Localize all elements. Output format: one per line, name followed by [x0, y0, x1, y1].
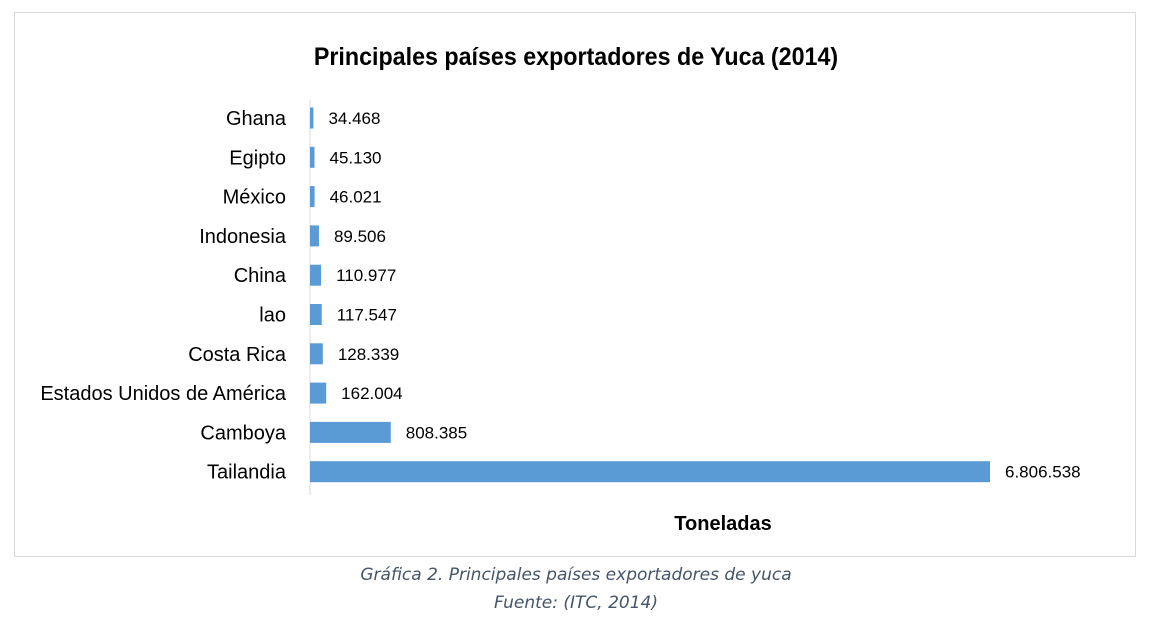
category-label: lao	[259, 305, 286, 327]
bar-chart: Ghana 34.468 Egipto 45.130 México 46.021 Indon…	[40, 100, 1081, 495]
bar	[310, 461, 990, 483]
category-label: Costa Rica	[188, 344, 287, 366]
data-label: 46.021	[330, 188, 382, 207]
category-label: Indonesia	[199, 226, 287, 248]
bar	[310, 264, 322, 286]
category-label: Estados Unidos de América	[40, 383, 287, 405]
bar	[310, 186, 315, 208]
data-label: 117.547	[337, 306, 397, 325]
bar	[310, 304, 322, 325]
category-label: Camboya	[200, 422, 286, 444]
bar	[310, 343, 323, 365]
chart-frame: Principales países exportadores de Yuca …	[14, 12, 1136, 557]
figure-caption: Gráfica 2. Principales países exportador…	[360, 565, 792, 585]
bar	[310, 107, 314, 129]
data-label: 808.385	[406, 423, 467, 442]
bar	[310, 225, 319, 247]
category-label: China	[234, 265, 287, 287]
data-label: 6.806.538	[1005, 463, 1081, 482]
data-label: 45.130	[330, 148, 382, 167]
figure-source: Fuente: (ITC, 2014)	[494, 593, 658, 613]
category-label: Tailandia	[207, 462, 287, 484]
data-label: 162.004	[341, 384, 402, 403]
data-label: 89.506	[334, 227, 386, 246]
category-label: Ghana	[226, 108, 287, 130]
bar	[310, 146, 315, 168]
data-label: 110.977	[336, 266, 396, 285]
bar	[310, 382, 327, 404]
data-label: 34.468	[328, 109, 380, 128]
bar	[310, 421, 391, 443]
x-axis-label: Toneladas	[674, 513, 772, 535]
category-label: México	[223, 187, 286, 209]
category-label: Egipto	[229, 147, 286, 169]
chart-title: Principales países exportadores de Yuca …	[313, 43, 839, 71]
data-label: 128.339	[338, 345, 399, 364]
